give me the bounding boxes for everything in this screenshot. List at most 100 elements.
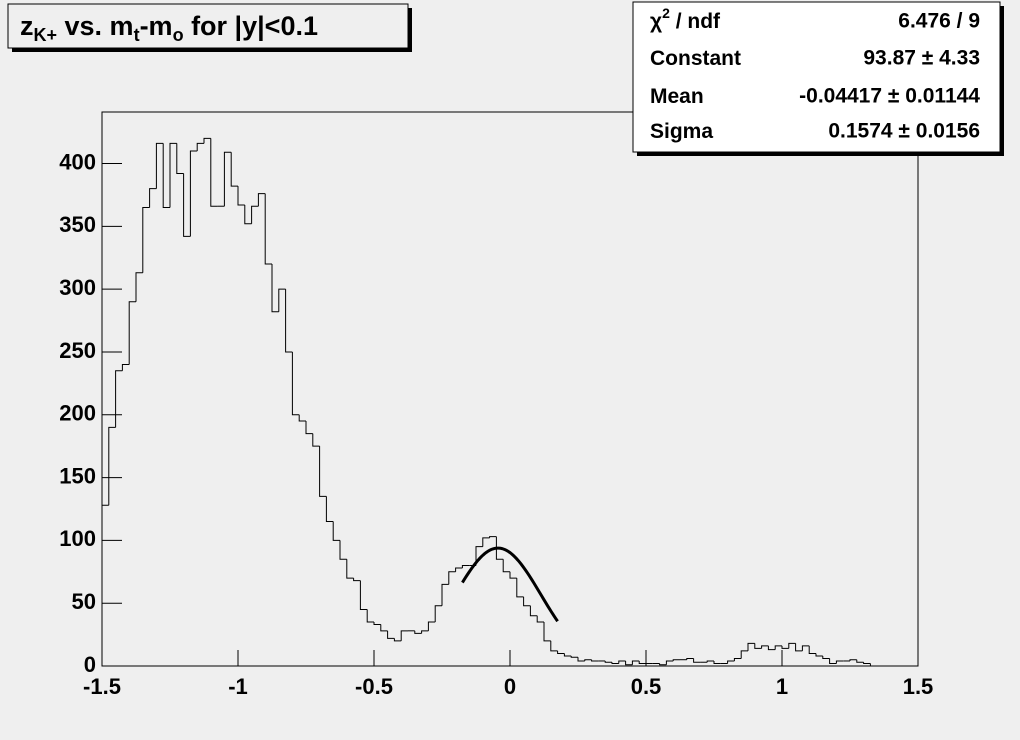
x-tick-label: 1 [776,674,788,699]
title-text: z [20,11,34,41]
stats-name: χ2 / ndf [650,5,721,33]
y-tick-label: 50 [72,589,96,614]
histogram-bin [189,150,198,237]
histogram-bin [203,137,211,144]
histogram-bin [869,663,878,667]
histogram-bin [359,580,368,610]
histogram-bin [475,546,483,566]
histogram-bin [563,653,572,657]
x-tick-label: -1 [228,674,248,699]
histogram-bin [631,660,640,665]
histogram-bin [863,662,871,664]
plot-area: 0 50 100 150 200 250 300 350 400 -1.5 -1 -0.5 0 0.5 1 1… [59,137,933,699]
stats-name-part: Mean [650,85,704,108]
histogram-bin [291,351,300,416]
histogram-bin [230,152,238,187]
histogram-bin [339,540,347,560]
histogram-bin [312,433,320,447]
histogram-bin [393,638,402,642]
histogram-bin [543,622,551,642]
histogram-bin [155,142,164,189]
title-box [7,3,409,49]
histogram-bin [455,567,463,572]
stats-name-part: χ [650,10,662,33]
stats-value: 93.87 ± 4.33 [863,47,980,70]
histogram-bin [761,645,769,649]
histogram-bin [713,660,721,664]
histogram-bin [257,193,266,207]
histogram-bin [495,536,504,560]
histogram-bin [285,289,293,353]
histogram-bin [319,446,327,497]
histogram-bin [251,205,259,224]
histogram-bin [618,660,626,664]
histogram-bin [747,642,755,651]
histogram-bin [135,272,143,302]
title-subscript: t [134,25,140,45]
title-text: vs. m [57,11,134,41]
histogram-bin [604,660,612,663]
title-text: -m [140,11,173,41]
histogram-bin [509,571,517,579]
y-tick-label: 200 [59,401,96,426]
histogram-bin [788,642,796,649]
histogram-bin [169,142,177,208]
histogram-bin [808,645,816,654]
histogram-bin [774,645,782,650]
histogram-bin [421,630,429,634]
histogram-bin [264,193,272,265]
histogram-bin [822,655,830,659]
histogram-bin [672,659,680,661]
stats-name-part: Sigma [650,120,713,143]
histogram-bin [346,559,354,579]
y-tick-label: 300 [59,275,96,300]
stats-value: 6.476 / 9 [898,10,980,33]
histogram-bin [142,206,150,273]
histogram-bin [815,653,823,657]
histogram-bin [441,583,449,606]
histogram-bin [693,658,701,663]
stats-box [632,1,1001,153]
title-subscript: o [173,25,184,45]
histogram-bin [706,660,714,663]
histogram-bin [591,659,599,662]
histogram-bin [482,537,490,547]
histogram-bin [434,605,442,623]
histogram-bin [584,659,592,661]
histogram-bin [373,622,381,626]
title-text: for |y|<0.1 [184,11,318,41]
y-tick-label: 150 [59,463,96,488]
histogram-bin [577,657,585,662]
histogram-bin [223,151,232,207]
histogram-bin [754,643,762,649]
histogram-bin [835,660,844,664]
x-tick-label: -1.5 [83,674,121,699]
histogram-bin [176,143,184,175]
histogram-bin [665,660,674,665]
histogram-bin [196,142,204,151]
chart-title: zK+ vs. mt-mo for |y|<0.1 [20,11,318,45]
stats-name-part: / ndf [670,10,721,33]
y-tick-label: 400 [59,149,96,174]
histogram-bin [570,655,578,658]
histogram-bin [557,650,565,654]
histogram-bin [727,660,735,664]
histogram-bin [686,657,694,660]
stats: χ2 / ndf 6.476 / 9 Constant 93.87 ± 4.33 Mea… [650,5,980,143]
histogram-bin [767,645,776,651]
histogram-bin [849,659,857,661]
fit-curve [461,546,559,623]
histogram-bin [380,624,388,632]
histogram-bin [795,643,803,652]
histogram-bin [740,650,748,659]
histogram-bin [801,645,810,651]
histogram-bin [461,565,470,569]
y-tick-label: 250 [59,338,96,363]
histogram-bin [733,657,742,661]
title-subscript: K+ [34,25,58,45]
histogram-bin [366,609,374,623]
histogram-bin [523,596,531,607]
x-tick-label: 0.5 [631,674,662,699]
histogram-bin [502,559,510,573]
